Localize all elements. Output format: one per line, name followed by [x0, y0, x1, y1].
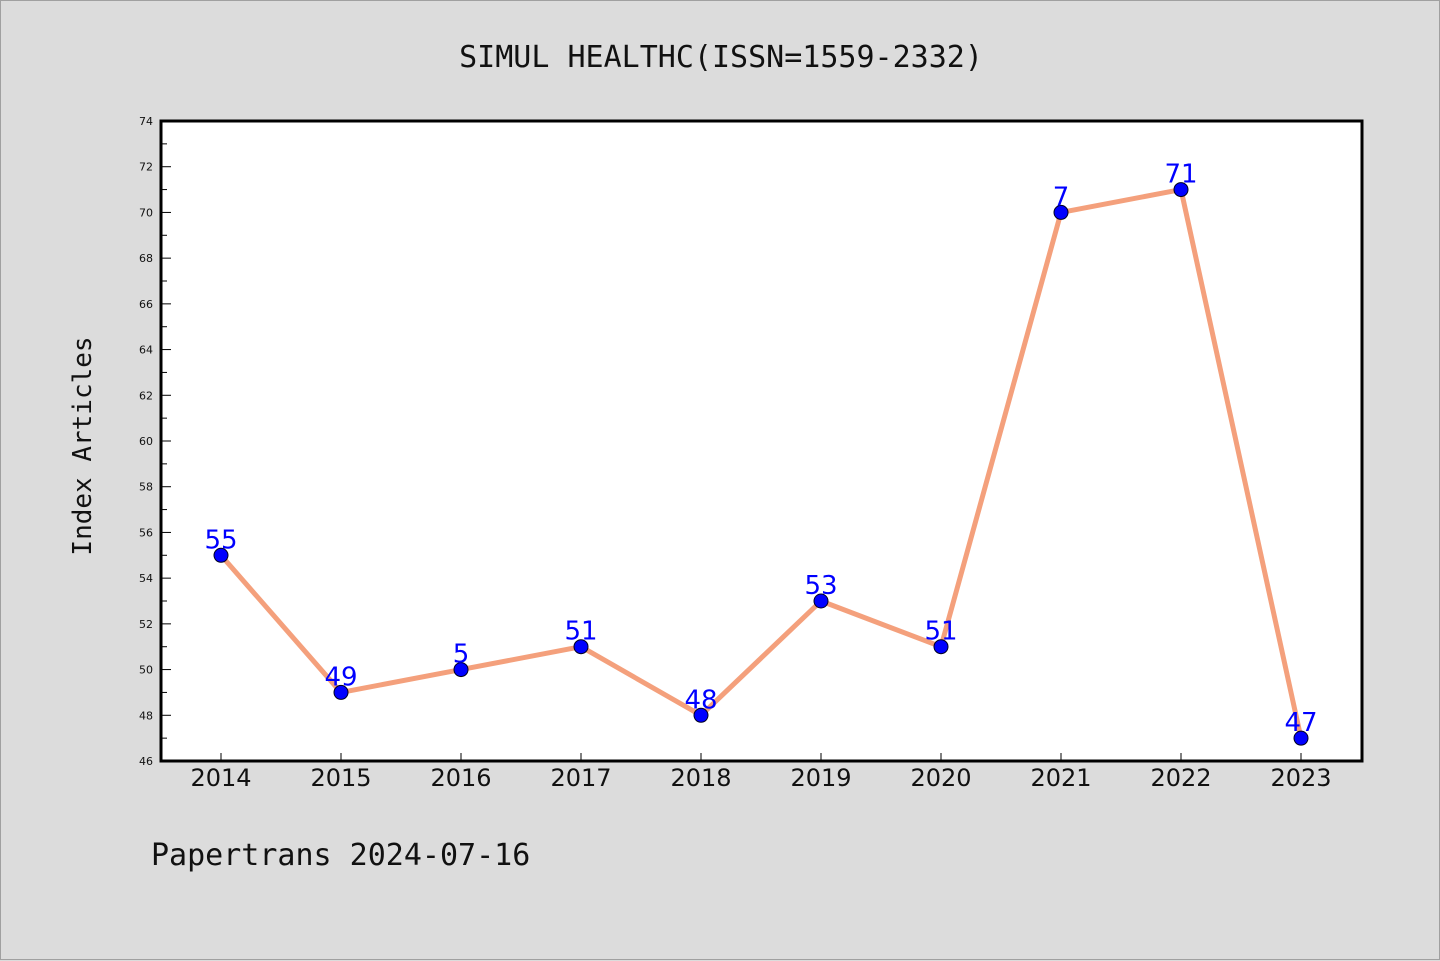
y-tick-label: 48	[139, 709, 153, 722]
data-label: 51	[924, 617, 957, 647]
y-axis-label: Index Articles	[68, 336, 98, 555]
footer-date: Papertrans 2024-07-16	[151, 838, 530, 873]
y-tick-label: 72	[139, 161, 153, 174]
data-labels-group: 55 49 5 51 48 53 51 7 71 47	[204, 160, 1317, 739]
data-label: 48	[684, 685, 717, 715]
y-tick-label: 62	[139, 389, 153, 402]
data-point	[1053, 204, 1069, 220]
data-point	[693, 707, 709, 723]
y-tick-label: 50	[139, 664, 153, 677]
y-tick-label: 64	[139, 344, 153, 357]
x-axis-ticks: 2014 2015 2016 2017 2018 2019 2020 2021 2022 2023	[190, 753, 1332, 792]
y-tick-label: 56	[139, 526, 153, 539]
data-point	[1293, 730, 1309, 746]
y-tick-label: 58	[139, 481, 153, 494]
x-tick-label: 2014	[190, 764, 251, 792]
x-tick-label: 2023	[1270, 764, 1331, 792]
x-tick-label: 2021	[1030, 764, 1091, 792]
x-tick-label: 2018	[670, 764, 731, 792]
data-point	[1173, 182, 1189, 198]
chart-title: SIMUL HEALTHC(ISSN=1559-2332)	[459, 40, 983, 75]
x-tick-label: 2015	[310, 764, 371, 792]
data-label: 49	[324, 662, 357, 692]
data-label: 47	[1284, 708, 1317, 738]
data-label: 53	[804, 571, 837, 601]
y-tick-label: 66	[139, 298, 153, 311]
x-tick-label: 2019	[790, 764, 851, 792]
y-tick-label: 46	[139, 755, 153, 768]
data-point	[333, 684, 349, 700]
x-tick-label: 2017	[550, 764, 611, 792]
data-point	[213, 547, 229, 563]
data-label: 55	[204, 525, 237, 555]
data-label: 7	[1053, 182, 1070, 212]
y-tick-label: 52	[139, 618, 153, 631]
y-tick-label: 54	[139, 572, 153, 585]
y-tick-label: 68	[139, 252, 153, 265]
series-line	[219, 187, 1304, 739]
data-point	[933, 639, 949, 655]
x-tick-label: 2022	[1150, 764, 1211, 792]
y-tick-label: 60	[139, 435, 153, 448]
y-axis-ticks: 46 48 50 52 54 56 58 60 62 64 66 68 70 72 74	[139, 115, 171, 768]
data-point	[453, 662, 469, 678]
data-point	[573, 639, 589, 655]
x-tick-label: 2020	[910, 764, 971, 792]
y-tick-label: 70	[139, 206, 153, 219]
data-markers	[213, 182, 1309, 746]
x-tick-label: 2016	[430, 764, 491, 792]
y-tick-label: 74	[139, 115, 153, 128]
data-label: 71	[1164, 160, 1197, 190]
data-label: 5	[453, 640, 470, 670]
data-label: 51	[564, 617, 597, 647]
data-point	[813, 593, 829, 609]
